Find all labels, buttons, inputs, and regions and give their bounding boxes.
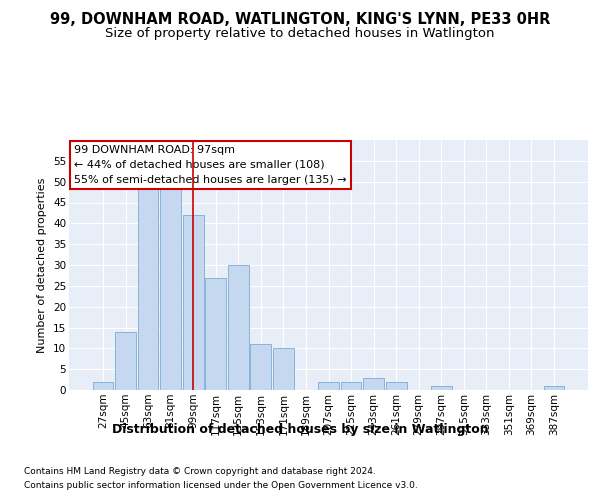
Bar <box>160 182 181 390</box>
Bar <box>137 182 158 390</box>
Bar <box>431 386 452 390</box>
Bar <box>115 332 136 390</box>
Bar <box>544 386 565 390</box>
Bar <box>92 382 113 390</box>
Bar <box>363 378 384 390</box>
Bar <box>205 278 226 390</box>
Bar <box>386 382 407 390</box>
Bar <box>273 348 294 390</box>
Bar <box>250 344 271 390</box>
Bar <box>341 382 361 390</box>
Bar <box>228 265 248 390</box>
Text: Contains public sector information licensed under the Open Government Licence v3: Contains public sector information licen… <box>24 481 418 490</box>
Bar <box>183 215 203 390</box>
Bar <box>318 382 339 390</box>
Text: Size of property relative to detached houses in Watlington: Size of property relative to detached ho… <box>105 28 495 40</box>
Text: Contains HM Land Registry data © Crown copyright and database right 2024.: Contains HM Land Registry data © Crown c… <box>24 468 376 476</box>
Text: 99, DOWNHAM ROAD, WATLINGTON, KING'S LYNN, PE33 0HR: 99, DOWNHAM ROAD, WATLINGTON, KING'S LYN… <box>50 12 550 28</box>
Text: Distribution of detached houses by size in Watlington: Distribution of detached houses by size … <box>112 422 488 436</box>
Y-axis label: Number of detached properties: Number of detached properties <box>37 178 47 352</box>
Text: 99 DOWNHAM ROAD: 97sqm
← 44% of detached houses are smaller (108)
55% of semi-de: 99 DOWNHAM ROAD: 97sqm ← 44% of detached… <box>74 145 347 184</box>
